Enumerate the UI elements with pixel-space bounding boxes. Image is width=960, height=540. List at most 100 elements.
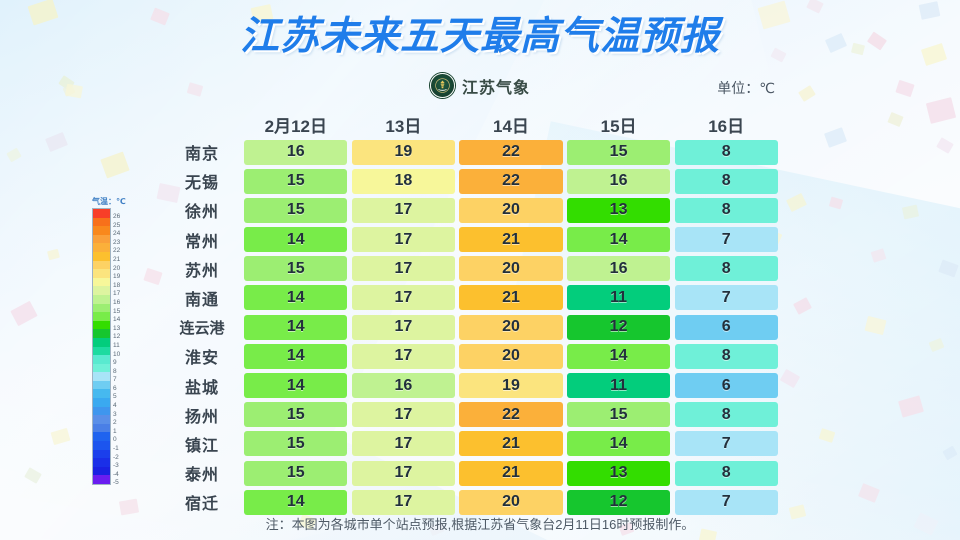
city-name-label: 宿迁 [184, 496, 219, 514]
temperature-cell: 20 [459, 256, 563, 282]
temperature-cell: 21 [459, 431, 563, 457]
legend-tick-label: 4 [113, 402, 117, 410]
confetti-shape [938, 259, 959, 278]
legend-swatch [93, 466, 110, 476]
temperature-cell: 8 [674, 168, 778, 194]
legend-swatch [93, 234, 110, 244]
temperature-cell: 8 [674, 402, 778, 428]
legend-tick-label: 2 [113, 419, 117, 427]
temperature-cell: 8 [674, 139, 778, 165]
temperature-cell: 18 [351, 168, 455, 194]
temperature-cell: 20 [459, 197, 563, 223]
unit-label: 单位：℃ [717, 80, 775, 96]
legend-swatch [93, 449, 110, 459]
legend-tick-label: 7 [113, 376, 117, 384]
legend-swatch [93, 398, 110, 407]
temperature-cell: 20 [459, 489, 563, 515]
confetti-shape [864, 315, 887, 336]
confetti-shape [143, 267, 163, 286]
table-row: 苏州 15 17 20 16 8 [162, 255, 780, 283]
legend-tick-label: 26 [113, 213, 121, 220]
legend-swatch [93, 423, 110, 433]
legend-swatch [93, 294, 110, 304]
legend-swatch [93, 260, 110, 270]
legend-tick-label: -1 [113, 445, 119, 453]
legend-swatch [93, 372, 110, 381]
table-row: 扬州 15 17 22 15 8 [162, 401, 780, 429]
legend-swatch [93, 312, 110, 321]
temperature-cell: 14 [244, 489, 348, 515]
confetti-shape [942, 445, 958, 461]
table-header-row: 2月12日 13日 14日 15日 16日 [162, 110, 780, 138]
footer-note: 注：本图为各城市单个站点预报,根据江苏省气象台2月11日16时预报制作。 [265, 517, 695, 532]
legend-tick-label: 12 [113, 333, 121, 341]
confetti-shape [24, 467, 42, 484]
temperature-cell: 17 [351, 197, 455, 223]
temperature-cell: 20 [459, 314, 563, 340]
legend-swatch [93, 346, 110, 356]
column-header-day-2: 13日 [385, 116, 422, 136]
legend-tick-labels: 26 25 24 23 22 21 20 19 18 17 16 15 14 13 12 11 10 9 8 7 6 5 4… [113, 208, 120, 488]
legend-tick-label: 0 [113, 436, 117, 444]
confetti-shape [100, 151, 130, 179]
temperature-color-legend: 气温：℃ 26 25 24 23 22 21 20 19 18 17 16 15 14 13 12 11 10 9… [92, 196, 132, 488]
legend-tick-label: 17 [113, 290, 121, 298]
legend-tick-label: 8 [113, 367, 117, 375]
temperature-cell: 15 [566, 402, 671, 428]
table-row: 无锡 15 18 22 16 8 [162, 167, 780, 195]
temperature-cell: 13 [566, 197, 671, 223]
legend-tick-label: 3 [113, 410, 117, 418]
temperature-cell: 15 [566, 139, 671, 165]
legend-swatch [93, 286, 110, 295]
legend-swatch [93, 406, 110, 416]
confetti-shape [887, 111, 904, 128]
legend-tick-label: 14 [113, 316, 121, 324]
temperature-cell: 21 [459, 460, 563, 486]
brand-block: 江苏气象 [0, 73, 960, 98]
city-name-label: 南京 [184, 146, 219, 163]
table-row: 宿迁 14 17 20 12 7 [162, 488, 780, 516]
temperature-cell: 14 [244, 285, 348, 311]
legend-swatch [93, 303, 110, 313]
column-header-day-3: 14日 [493, 116, 529, 136]
city-name-label: 扬州 [184, 408, 219, 426]
table-body: 南京 16 19 22 15 8 无锡 15 18 22 16 8 徐州 15 17 20 13 8 常州 14 17 2… [162, 138, 780, 516]
table-row: 南通 14 17 21 11 7 [162, 284, 780, 312]
temperature-cell: 11 [566, 285, 671, 311]
legend-tick-label: 11 [113, 341, 120, 349]
table-row: 镇江 15 17 21 14 7 [162, 430, 780, 458]
legend-tick-label: 19 [113, 273, 121, 281]
legend-swatch [93, 415, 110, 424]
city-name-label: 苏州 [184, 262, 219, 280]
temperature-cell: 7 [674, 227, 778, 253]
legend-swatch [93, 355, 110, 364]
temperature-cell: 21 [459, 285, 563, 311]
legend-swatch [93, 337, 110, 347]
temperature-cell: 12 [566, 314, 671, 340]
legend-tick-label: 23 [113, 238, 121, 246]
temperature-cell: 21 [459, 227, 563, 253]
temperature-cell: 13 [566, 460, 671, 486]
legend-swatch [93, 380, 110, 390]
city-name-label: 徐州 [184, 204, 219, 222]
table-row: 淮安 14 17 20 14 8 [162, 342, 780, 370]
city-name-label: 镇江 [184, 437, 219, 455]
temperature-cell: 17 [351, 227, 455, 253]
legend-tick-label: -4 [113, 470, 119, 478]
legend-tick-label: 18 [113, 281, 121, 289]
temperature-cell: 17 [351, 343, 455, 369]
legend-tick-label: 22 [113, 247, 121, 255]
temperature-cell: 14 [244, 373, 348, 398]
legend-tick-label: 9 [113, 359, 117, 367]
temperature-cell: 14 [244, 343, 348, 369]
legend-tick-label: 10 [113, 350, 121, 358]
column-header-day-4: 15日 [600, 116, 637, 136]
temperature-cell: 8 [674, 256, 778, 282]
temperature-cell: 20 [459, 343, 563, 369]
legend-swatch [93, 217, 110, 227]
temperature-cell: 7 [674, 489, 778, 515]
legend-tick-label: -3 [113, 462, 119, 470]
legend-tick-label: 6 [113, 384, 117, 392]
temperature-cell: 19 [351, 139, 455, 165]
legend-tick-label: 5 [113, 393, 117, 401]
